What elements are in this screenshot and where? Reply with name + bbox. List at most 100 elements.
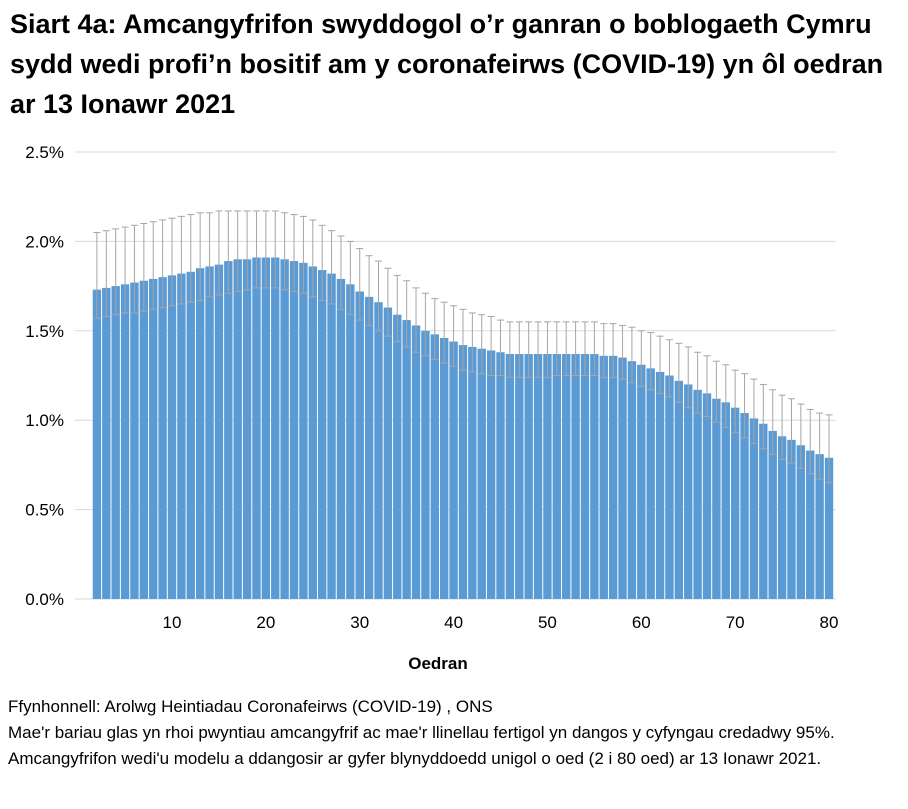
bar-age-2 <box>92 289 102 599</box>
error-bar-age-47 <box>515 321 523 378</box>
bar-age-60 <box>637 364 646 599</box>
bar-age-23 <box>289 261 299 599</box>
bar-age-71 <box>740 413 749 599</box>
bar-age-68 <box>712 398 721 599</box>
bar-age-80 <box>824 457 834 599</box>
bar-age-40 <box>449 341 458 599</box>
bar-age-11 <box>177 273 186 599</box>
error-bar-age-28 <box>337 235 345 310</box>
bar-age-66 <box>693 389 702 599</box>
error-bar-age-3 <box>102 230 110 317</box>
x-tick-label: 20 <box>256 613 275 632</box>
error-bar-age-24 <box>299 215 307 294</box>
bar-age-31 <box>364 296 374 599</box>
bar-age-25 <box>308 266 317 599</box>
error-bar-age-74 <box>769 389 777 455</box>
error-bar-age-38 <box>431 298 439 360</box>
error-bar-age-35 <box>403 280 411 348</box>
bar-age-20 <box>261 257 271 599</box>
bar-age-14 <box>205 266 214 599</box>
bar-age-43 <box>477 348 486 599</box>
y-tick-label: 0.0% <box>25 590 64 609</box>
bar-age-34 <box>393 314 402 599</box>
error-bar-age-30 <box>356 248 364 321</box>
error-bar-age-77 <box>797 403 805 469</box>
bar-age-32 <box>374 302 383 599</box>
error-bar-age-40 <box>450 305 458 368</box>
source-note: Ffynhonnell: Arolwg Heintiadau Coronafei… <box>8 697 493 716</box>
error-bar-age-39 <box>440 301 448 364</box>
bar-age-33 <box>383 307 393 599</box>
error-bar-age-33 <box>384 267 392 337</box>
error-bar-age-23 <box>290 214 298 292</box>
error-bar-age-17 <box>234 210 242 292</box>
y-tick-label: 1.0% <box>25 411 64 430</box>
bar-age-58 <box>618 357 627 599</box>
error-bar-age-26 <box>318 224 326 301</box>
x-tick-label: 10 <box>163 613 182 632</box>
error-bar-age-56 <box>600 323 608 378</box>
x-tick-label: 80 <box>820 613 839 632</box>
y-tick-label: 0.5% <box>25 501 64 520</box>
chart-title: Siart 4a: Amcangyfrifon swyddogol o’r ga… <box>10 9 884 119</box>
error-bar-age-29 <box>346 240 354 316</box>
error-bar-age-20 <box>262 210 270 289</box>
bar-age-42 <box>468 346 477 599</box>
bar-age-70 <box>730 407 740 599</box>
x-axis-title: Oedran <box>408 654 468 673</box>
error-bar-age-75 <box>778 394 786 461</box>
error-bar-age-58 <box>619 324 627 380</box>
error-bar-age-63 <box>665 339 673 398</box>
y-axis-ticks: 0.0% 0.5% 1.0% 1.5% 2.0% 2.5% <box>25 143 64 609</box>
x-tick-label: 50 <box>538 613 557 632</box>
y-tick-label: 1.5% <box>25 322 64 341</box>
error-bar-age-10 <box>168 217 176 307</box>
error-bar-age-31 <box>365 255 373 326</box>
bar-age-24 <box>299 262 308 599</box>
error-bar-age-12 <box>187 214 195 303</box>
error-bar-age-59 <box>628 326 636 384</box>
error-bar-age-73 <box>759 383 767 450</box>
bar-age-22 <box>280 259 289 599</box>
bar-age-17 <box>233 259 242 599</box>
error-bar-age-72 <box>750 378 758 444</box>
error-bar-age-68 <box>712 360 720 423</box>
error-bar-age-34 <box>393 274 401 343</box>
error-bar-age-45 <box>497 319 505 376</box>
x-tick-label: 60 <box>632 613 651 632</box>
error-bar-age-62 <box>656 335 664 394</box>
bar-age-50 <box>543 354 552 599</box>
bar-age-15 <box>214 264 224 599</box>
bar-age-74 <box>768 430 777 599</box>
bar-age-44 <box>486 350 496 599</box>
error-bar-age-36 <box>412 287 420 353</box>
bar-age-36 <box>411 325 421 599</box>
error-bar-age-27 <box>328 230 336 305</box>
y-tick-label: 2.0% <box>25 232 64 251</box>
bar-age-12 <box>186 271 195 599</box>
error-bar-age-61 <box>647 332 655 391</box>
bar-age-59 <box>627 361 637 599</box>
bar-age-46 <box>505 354 515 599</box>
bar-age-28 <box>336 278 346 599</box>
bar-age-76 <box>787 439 796 599</box>
error-bar-age-80 <box>825 414 833 484</box>
bar-age-39 <box>439 337 449 599</box>
error-bar-age-69 <box>722 364 730 428</box>
error-bar-age-49 <box>534 321 542 378</box>
error-bar-age-65 <box>684 346 692 409</box>
bar-age-47 <box>515 354 524 599</box>
error-bar-age-43 <box>478 314 486 375</box>
bar-age-35 <box>402 320 411 599</box>
error-bar-age-53 <box>572 321 580 376</box>
error-bar-age-4 <box>112 228 120 316</box>
error-bar-age-54 <box>581 321 589 376</box>
x-tick-label: 30 <box>350 613 369 632</box>
error-bar-age-8 <box>149 221 157 310</box>
error-bar-age-6 <box>130 224 138 314</box>
error-bar-age-70 <box>731 369 739 434</box>
x-tick-label: 70 <box>726 613 745 632</box>
error-bar-age-18 <box>243 210 251 291</box>
error-bar-age-78 <box>806 408 814 475</box>
error-bar-age-22 <box>281 212 289 291</box>
